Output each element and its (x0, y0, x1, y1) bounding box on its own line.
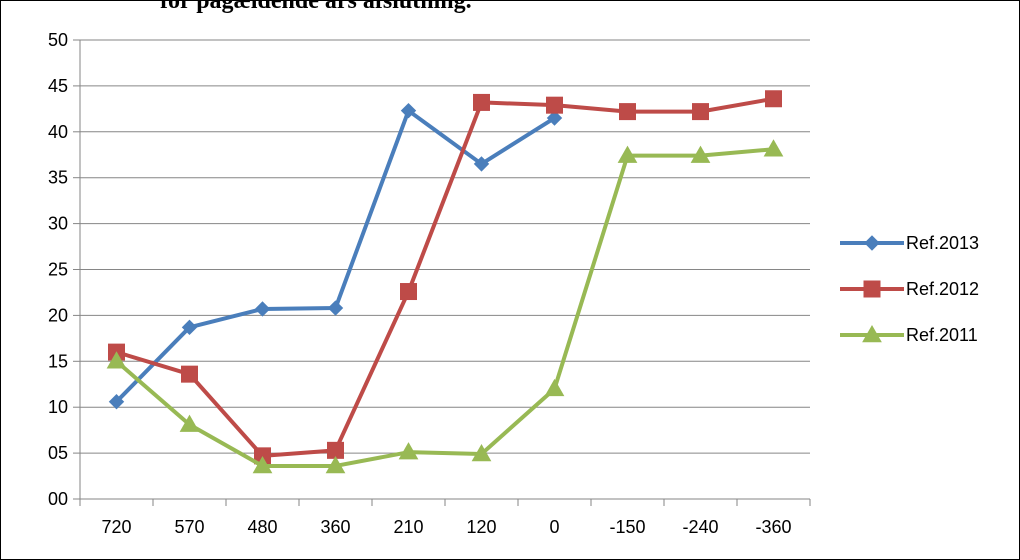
x-tick-label: 120 (466, 517, 496, 537)
data-point (692, 103, 709, 121)
y-tick-label: 10 (48, 397, 68, 417)
legend-item: Ref.2013 (840, 233, 979, 253)
series-line (115, 147, 774, 468)
series-ref-2011 (106, 139, 784, 474)
x-tick-label: -240 (682, 517, 718, 537)
chart-title: for pågældende års afslutning. (160, 0, 472, 14)
grid-lines (80, 39, 810, 454)
x-tick-label: 360 (320, 517, 350, 537)
data-point (690, 145, 711, 163)
series-line (115, 96, 774, 458)
y-tick-label: 50 (48, 30, 68, 50)
y-tick-label: 45 (48, 76, 68, 96)
y-tick-label: 35 (48, 168, 68, 188)
data-point (617, 145, 638, 163)
data-point (862, 324, 882, 343)
data-point (473, 93, 490, 111)
x-tick-label: 570 (174, 517, 204, 537)
data-point (546, 96, 563, 114)
data-point (106, 351, 127, 369)
legend-label: Ref.2011 (906, 325, 978, 345)
y-tick-label: 00 (48, 489, 68, 509)
series-line (115, 108, 556, 404)
legend-label: Ref.2012 (906, 279, 979, 299)
y-tick-label: 40 (48, 122, 68, 142)
data-point (398, 442, 419, 460)
x-tick-label: 720 (101, 517, 131, 537)
data-point (181, 365, 198, 383)
series-ref-2012 (108, 90, 782, 465)
data-point (763, 139, 784, 157)
data-point (544, 378, 565, 397)
y-tick-label: 30 (48, 214, 68, 234)
data-point (863, 280, 881, 298)
y-tick-label: 20 (48, 305, 68, 325)
legend-item: Ref.2012 (840, 279, 979, 299)
data-point (254, 301, 271, 317)
data-point (765, 90, 782, 108)
data-point (252, 455, 273, 474)
x-tick-label: -150 (609, 517, 645, 537)
data-point (400, 102, 417, 119)
x-tick-label: 480 (247, 517, 277, 537)
axes: 00 05 10 15 20 25 30 35 40 45 50 720 570 480 360 210 120… (48, 30, 811, 537)
legend-label: Ref.2013 (906, 233, 979, 253)
series-layer (106, 90, 784, 474)
data-point (108, 393, 125, 410)
x-tick-label: 210 (393, 517, 423, 537)
data-point (400, 283, 417, 301)
series-ref-2013 (108, 102, 563, 410)
data-point (179, 414, 200, 432)
data-point (327, 300, 344, 316)
y-tick-label: 25 (48, 260, 68, 280)
legend: Ref.2013 Ref.2012 Ref.2011 (840, 233, 979, 345)
legend-item: Ref.2011 (840, 324, 978, 345)
data-point (864, 235, 880, 251)
data-point (619, 103, 636, 121)
data-point (471, 444, 492, 462)
data-point (473, 156, 490, 172)
y-tick-label: 15 (48, 351, 68, 371)
data-point (325, 455, 346, 474)
x-tick-label: -360 (755, 517, 791, 537)
data-point (546, 110, 563, 126)
data-point (181, 319, 198, 336)
y-tick-label: 05 (48, 443, 68, 463)
x-tick-label: 0 (549, 517, 559, 537)
